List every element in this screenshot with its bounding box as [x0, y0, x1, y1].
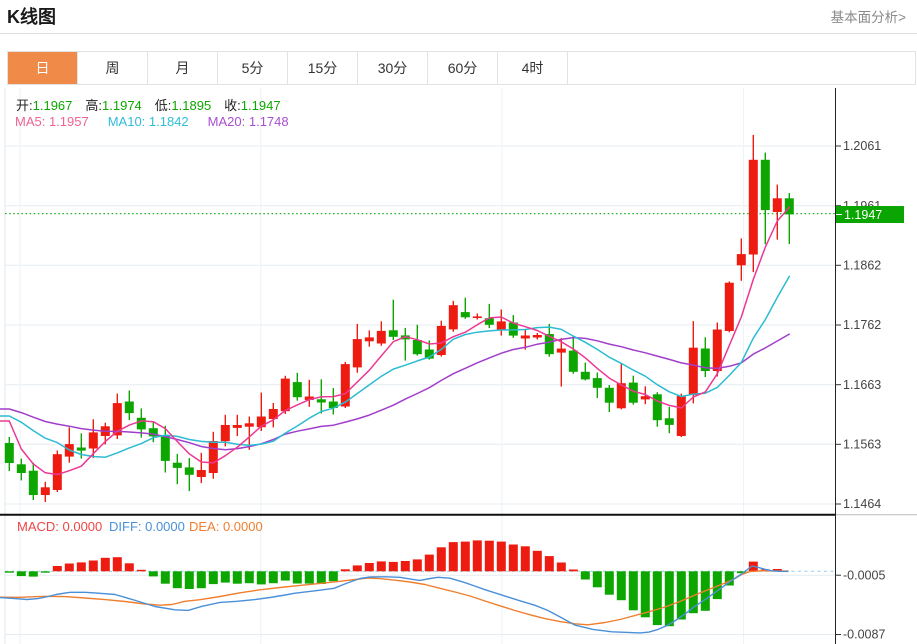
svg-text:-0.0005: -0.0005: [843, 568, 885, 582]
svg-text:1.1563: 1.1563: [843, 438, 881, 452]
svg-text:1.2061: 1.2061: [843, 139, 881, 153]
svg-text:-0.0087: -0.0087: [843, 628, 885, 642]
svg-text:1.1464: 1.1464: [843, 497, 881, 511]
svg-text:DIFF: 0.0000: DIFF: 0.0000: [109, 519, 185, 534]
svg-text:1.1862: 1.1862: [843, 259, 881, 273]
svg-text:1.1663: 1.1663: [843, 378, 881, 392]
svg-text:1.1762: 1.1762: [843, 318, 881, 332]
svg-text:1.1947: 1.1947: [844, 208, 882, 222]
svg-text:DEA: 0.0000: DEA: 0.0000: [189, 519, 263, 534]
svg-text:MACD: 0.0000: MACD: 0.0000: [17, 519, 102, 534]
